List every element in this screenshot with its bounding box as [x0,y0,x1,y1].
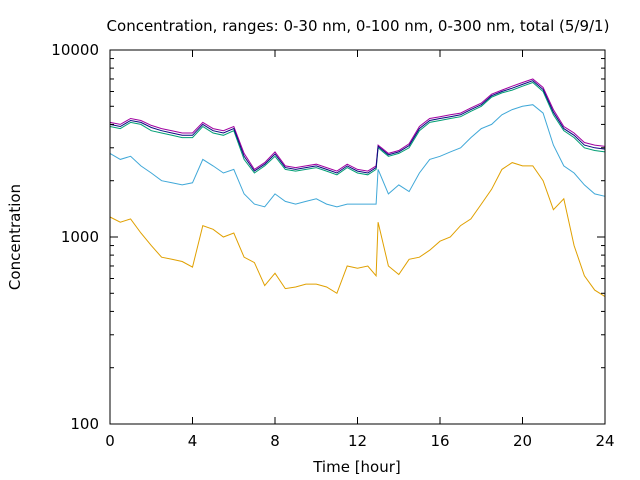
tick-layer: 0 4 8 12 16 20 24 100 1000 10000 [51,41,614,450]
series-line-1 [109,162,606,298]
series-layer [109,78,606,298]
y-tick-label: 1000 [61,228,99,246]
y-tick-label: 100 [70,415,99,433]
series-line-3 [109,81,606,176]
x-tick-label: 20 [513,432,532,450]
x-tick-label: 8 [270,432,280,450]
series-line-2 [109,104,606,208]
y-axis-label: Concentration [6,184,24,290]
x-tick-label: 12 [348,432,367,450]
x-axis-label: Time [hour] [312,458,401,476]
series-line-4 [109,78,606,172]
x-tick-label: 0 [105,432,115,450]
plot-frame [109,49,606,425]
chart-title: Concentration, ranges: 0-30 nm, 0-100 nm… [107,17,610,35]
series-line-5 [109,80,606,174]
x-tick-label: 4 [188,432,198,450]
x-tick-label: 16 [430,432,449,450]
x-tick-label: 24 [595,432,614,450]
y-tick-label: 10000 [51,41,99,59]
